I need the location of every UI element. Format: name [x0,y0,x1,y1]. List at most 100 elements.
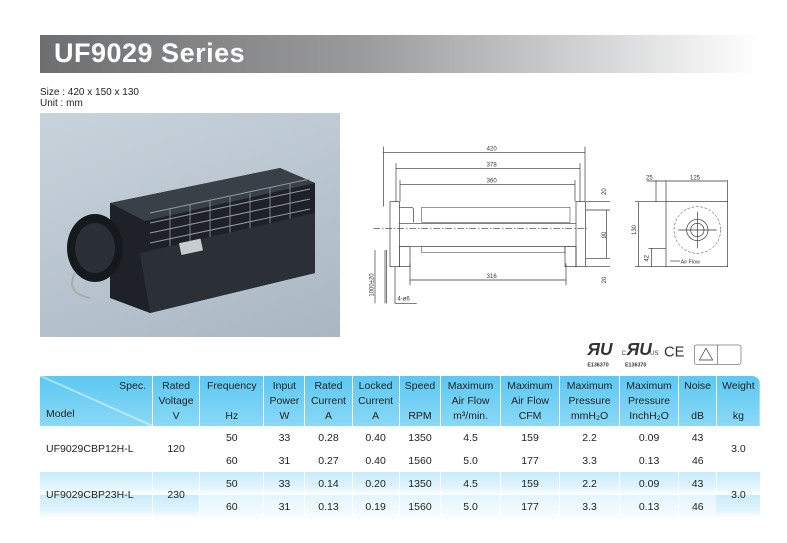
value-cell: 0.19 [352,495,400,518]
column-header-line: m³/min. [453,410,489,422]
ce-mark: CE [664,345,685,361]
value-cell: 0.27 [304,449,353,472]
cul-c: C [622,351,627,357]
column-header: Maximum Pressure mmH₂O [559,376,620,426]
column-header-line: InchH₂O [629,410,669,422]
value-cell: 50 [199,426,265,449]
column-header-line: Speed [404,380,436,392]
value-cell: 60 [199,449,265,472]
column-header: Locked Current A [352,376,400,426]
dimension-drawing: 420 378 360 316 20 90 20 1000±20 4-ø6 25… [369,146,742,369]
dim-316: 316 [487,274,498,280]
size-line: Size : 420 x 150 x 130 [40,87,139,98]
voltage-cell: 120 [152,426,201,472]
value-cell: 0.09 [619,472,680,495]
value-cell: 159 [500,472,561,495]
column-header: Maximum Air Flow m³/min. [440,376,501,426]
column-header-line: V [172,410,180,422]
dim-cable: 1000±20 [369,273,375,297]
column-header-line: dB [691,410,704,422]
unit-line: Unit : mm [40,98,83,109]
value-cell: 43 [678,472,717,495]
value-cell: 60 [199,495,265,518]
column-header-line: Current [358,395,394,407]
value-cell: 0.13 [619,449,680,472]
column-header-line: CFM [518,410,542,422]
dim-25: 25 [646,175,653,181]
column-header-line: Air Flow [451,395,490,407]
column-header: Rated Voltage V [152,376,201,426]
title-bar: UF9029 Series [40,35,760,73]
value-cell: 33 [263,472,306,495]
value-cell: 0.20 [352,472,400,495]
spec-table: Spec. Model Rated Voltage V Frequency Hz Input P… [40,376,760,518]
column-header-line: Rated [162,380,191,392]
table-row: 60 31 0.13 0.19 1560 5.0 177 3.3 0.13 46 [40,495,760,518]
value-cell: 0.40 [352,426,400,449]
value-cell: 0.40 [352,449,400,472]
dim-360: 360 [487,179,498,185]
column-header: Maximum Air Flow CFM [500,376,561,426]
weight-cell: 3.0 [731,443,746,455]
air-flow-label: Air Flow [681,259,700,265]
value-cell: 2.2 [559,472,620,495]
column-header-line: Pressure [568,395,611,407]
column-header-line: Frequency [207,380,257,392]
column-header-line: Maximum [447,380,494,392]
model-cell: UF9029CBP12H-L [40,426,153,472]
value-cell: 0.13 [304,495,353,518]
column-header-line [681,394,714,409]
table-row: UF9029CBP23H-L 230 50 33 0.14 0.20 1350 4.5 159 2… [40,472,760,518]
size-info: Size : 420 x 150 x 130 Unit : mm [40,87,139,109]
column-header-line: Maximum [566,380,613,392]
value-cell: 1560 [399,495,442,518]
column-header-line: Noise [684,380,711,392]
value-cell: 1560 [399,449,442,472]
weight-cell: 3.0 [731,489,746,501]
header-spec-model: Spec. Model [40,376,153,426]
dim-90: 90 [602,231,608,238]
column-header-line: Current [310,395,346,407]
column-header: Noise dB [678,376,717,426]
value-cell: 4.5 [440,472,501,495]
dim-20-top: 20 [602,188,608,195]
dim-42: 42 [644,254,650,261]
value-cell: 5.0 [440,449,501,472]
value-cell: 177 [500,495,561,518]
value-cell: 159 [500,426,561,449]
column-header-line: A [324,410,332,422]
voltage-cell: 230 [152,472,201,518]
value-cell: 0.14 [304,472,353,495]
value-cell: 31 [263,449,306,472]
dim-125: 125 [690,175,701,181]
column-header-line: Hz [225,410,239,422]
page-title: UF9029 Series [54,38,246,68]
value-cell: 1350 [399,426,442,449]
column-header-line: Maximum [507,380,553,392]
header-spec: Spec. [119,380,146,392]
value-cell: 0.13 [619,495,680,518]
dim-20-bottom: 20 [602,276,608,283]
value-cell: 0.28 [304,426,353,449]
column-header-line: Rated [314,380,343,392]
value-cell: 4.5 [440,426,501,449]
column-header: Weight kg [716,376,760,426]
value-cell: 5.0 [440,495,501,518]
value-cell: 2.2 [559,426,620,449]
column-header-line: Pressure [628,395,671,407]
column-header: Frequency Hz [199,376,265,426]
value-cell: 0.09 [619,426,680,449]
cul-cert-number: E136370 [625,363,646,369]
value-cell: 46 [691,454,704,467]
column-header-line: W [279,410,290,422]
value-cell: 43 [678,426,717,449]
column-header-line [202,394,261,409]
column-header-line: Locked [358,380,393,392]
value-cell: 50 [199,472,265,495]
dim-420: 420 [487,147,498,153]
column-header: Input Power W [263,376,306,426]
cul-logo: ЯU [626,339,653,359]
column-header-line: A [372,410,380,422]
table-row: UF9029CBP12H-L 120 50 33 0.28 0.40 1350 4.5 159 2… [40,426,760,472]
value-cell: 46 [691,500,704,513]
